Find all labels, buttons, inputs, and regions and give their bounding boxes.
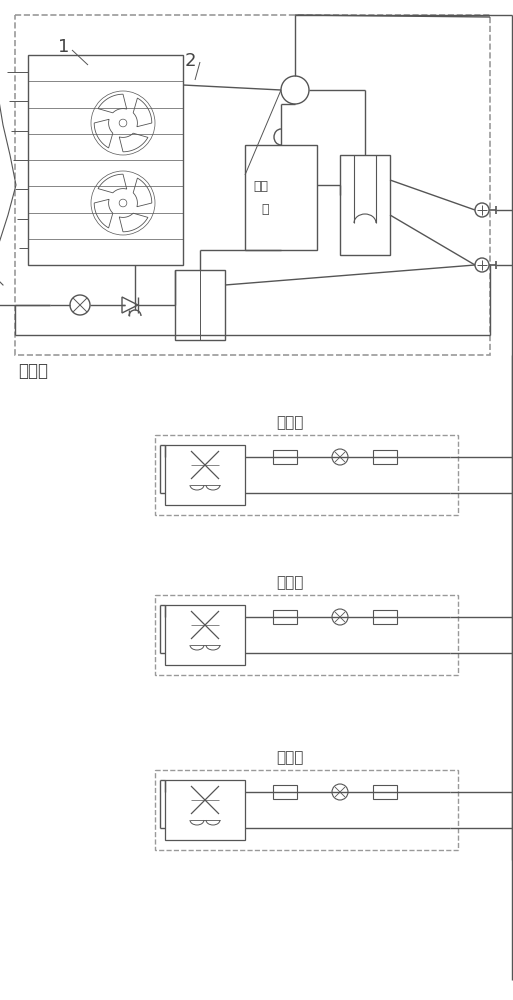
Text: 机: 机 xyxy=(261,203,268,216)
Text: 1: 1 xyxy=(58,38,69,56)
Bar xyxy=(273,610,297,624)
Bar xyxy=(245,145,317,250)
Bar xyxy=(15,15,490,355)
Text: 室内机: 室内机 xyxy=(277,415,304,430)
Text: 2: 2 xyxy=(185,52,196,70)
Text: 压缩: 压缩 xyxy=(253,180,268,193)
Bar xyxy=(373,450,397,464)
Bar xyxy=(373,610,397,624)
Bar xyxy=(28,55,183,265)
Bar xyxy=(273,450,297,464)
Text: 室内机: 室内机 xyxy=(277,750,304,765)
Bar xyxy=(340,155,390,255)
Bar xyxy=(273,785,297,799)
Bar xyxy=(155,770,458,850)
Bar xyxy=(373,785,397,799)
Text: 室外机: 室外机 xyxy=(18,362,48,380)
Bar xyxy=(155,435,458,515)
Bar xyxy=(165,780,245,840)
Bar xyxy=(165,605,245,665)
Bar xyxy=(155,595,458,675)
Bar xyxy=(175,270,225,340)
Text: 室内机: 室内机 xyxy=(277,575,304,590)
Bar xyxy=(165,445,245,505)
